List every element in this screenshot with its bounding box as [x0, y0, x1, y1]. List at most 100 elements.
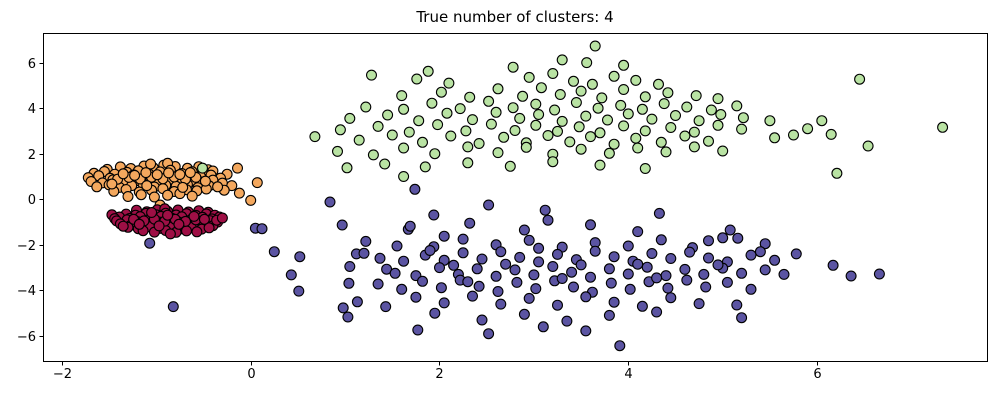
data-point-cluster-blue [665, 292, 677, 304]
data-point-cluster-blue [539, 204, 551, 216]
data-point-cluster-blue [324, 196, 336, 208]
data-point-cluster-blue [409, 183, 421, 195]
data-point-cluster-blue [681, 274, 693, 286]
data-point-cluster-blue [575, 259, 587, 271]
data-point-cluster-green [441, 107, 453, 119]
data-point-cluster-crimson [191, 226, 203, 238]
data-point-cluster-green [688, 126, 700, 138]
data-point-cluster-blue [551, 299, 563, 311]
data-point-cluster-blue [873, 268, 885, 280]
data-point-cluster-green [530, 119, 542, 131]
data-point-cluster-blue [698, 268, 710, 280]
data-point-cluster-blue [724, 224, 736, 236]
data-point-cluster-green [580, 110, 592, 122]
data-point-cluster-orange [245, 194, 257, 206]
data-point-cluster-blue [396, 283, 408, 295]
data-point-cluster-green [639, 163, 651, 175]
y-tick-label: 2 [28, 148, 36, 163]
data-point-cluster-green [660, 146, 672, 158]
data-point-cluster-green [454, 103, 466, 115]
data-point-cluster-green [483, 95, 495, 107]
data-point-cluster-orange [141, 180, 153, 192]
data-point-cluster-blue [518, 308, 530, 320]
data-point-cluster-orange [162, 189, 174, 201]
data-point-cluster-blue [745, 249, 757, 261]
data-point-cluster-green [429, 148, 441, 160]
data-point-cluster-blue [410, 291, 422, 303]
data-point-cluster-blue [653, 207, 665, 219]
data-point-cluster-green [608, 70, 620, 82]
data-point-cluster-green [507, 61, 519, 73]
data-point-cluster-blue [759, 238, 771, 250]
data-point-cluster-green [618, 59, 630, 71]
data-point-cluster-blue [344, 260, 356, 272]
data-point-cluster-green [639, 91, 651, 103]
data-point-cluster-green [535, 82, 547, 94]
data-point-cluster-blue [603, 309, 615, 321]
data-point-cluster-blue [679, 263, 691, 275]
data-point-cluster-green [556, 115, 568, 127]
data-point-cluster-crimson [146, 207, 158, 219]
data-point-cluster-green [485, 118, 497, 130]
data-point-cluster-blue [360, 235, 372, 247]
data-point-cluster-green [630, 74, 642, 86]
data-point-cluster-green [601, 114, 613, 126]
data-point-cluster-blue [374, 252, 386, 264]
data-point-cluster-green [737, 112, 749, 124]
data-point-cluster-green [636, 103, 648, 115]
data-point-cluster-blue [533, 256, 545, 268]
data-point-cluster-green [615, 99, 627, 111]
data-point-cluster-blue [412, 324, 424, 336]
data-point-cluster-blue [144, 237, 156, 249]
data-point-cluster-blue [476, 253, 488, 265]
data-point-cluster-orange [251, 177, 263, 189]
data-point-cluster-green [498, 131, 510, 143]
data-point-cluster-blue [542, 214, 554, 226]
data-point-cluster-blue [537, 321, 549, 333]
data-point-cluster-blue [636, 300, 648, 312]
data-point-cluster-blue [790, 248, 802, 260]
data-point-cluster-green [669, 110, 681, 122]
data-point-cluster-green [197, 162, 209, 174]
data-point-cluster-blue [622, 240, 634, 252]
data-point-cluster-green [681, 101, 693, 113]
data-point-cluster-green [413, 115, 425, 127]
data-point-cluster-blue [343, 277, 355, 289]
data-point-cluster-blue [732, 232, 744, 244]
x-tick-label: 0 [247, 367, 255, 382]
data-point-cluster-orange [186, 190, 198, 202]
data-point-cluster-green [717, 145, 729, 157]
data-point-cluster-green [382, 109, 394, 121]
data-point-cluster-green [372, 120, 384, 132]
data-point-cluster-blue [603, 263, 615, 275]
data-point-cluster-green [517, 90, 529, 102]
data-point-cluster-green [831, 167, 843, 179]
data-point-cluster-green [646, 113, 658, 125]
data-point-cluster-orange [140, 167, 152, 179]
data-point-cluster-green [769, 132, 781, 144]
data-point-cluster-blue [632, 226, 644, 238]
data-point-cluster-orange [174, 169, 186, 181]
data-point-cluster-green [589, 40, 601, 52]
data-point-cluster-blue [580, 291, 592, 303]
data-point-cluster-blue [827, 259, 839, 271]
data-point-cluster-blue [721, 276, 733, 288]
data-point-cluster-green [816, 115, 828, 127]
data-point-cluster-green [426, 97, 438, 109]
data-point-cluster-blue [511, 276, 523, 288]
data-point-cluster-green [693, 115, 705, 127]
data-point-cluster-blue [605, 277, 617, 289]
data-point-cluster-green [592, 102, 604, 114]
data-point-cluster-blue [492, 285, 504, 297]
data-point-cluster-green [639, 125, 651, 137]
data-point-cluster-green [802, 123, 814, 135]
data-point-cluster-green [712, 93, 724, 105]
data-point-cluster-green [443, 77, 455, 89]
data-point-cluster-orange [117, 168, 129, 180]
data-point-cluster-green [331, 145, 343, 157]
data-point-cluster-blue [745, 283, 757, 295]
data-point-cluster-blue [778, 268, 790, 280]
data-point-cluster-blue [490, 270, 502, 282]
data-point-cluster-green [507, 102, 519, 114]
